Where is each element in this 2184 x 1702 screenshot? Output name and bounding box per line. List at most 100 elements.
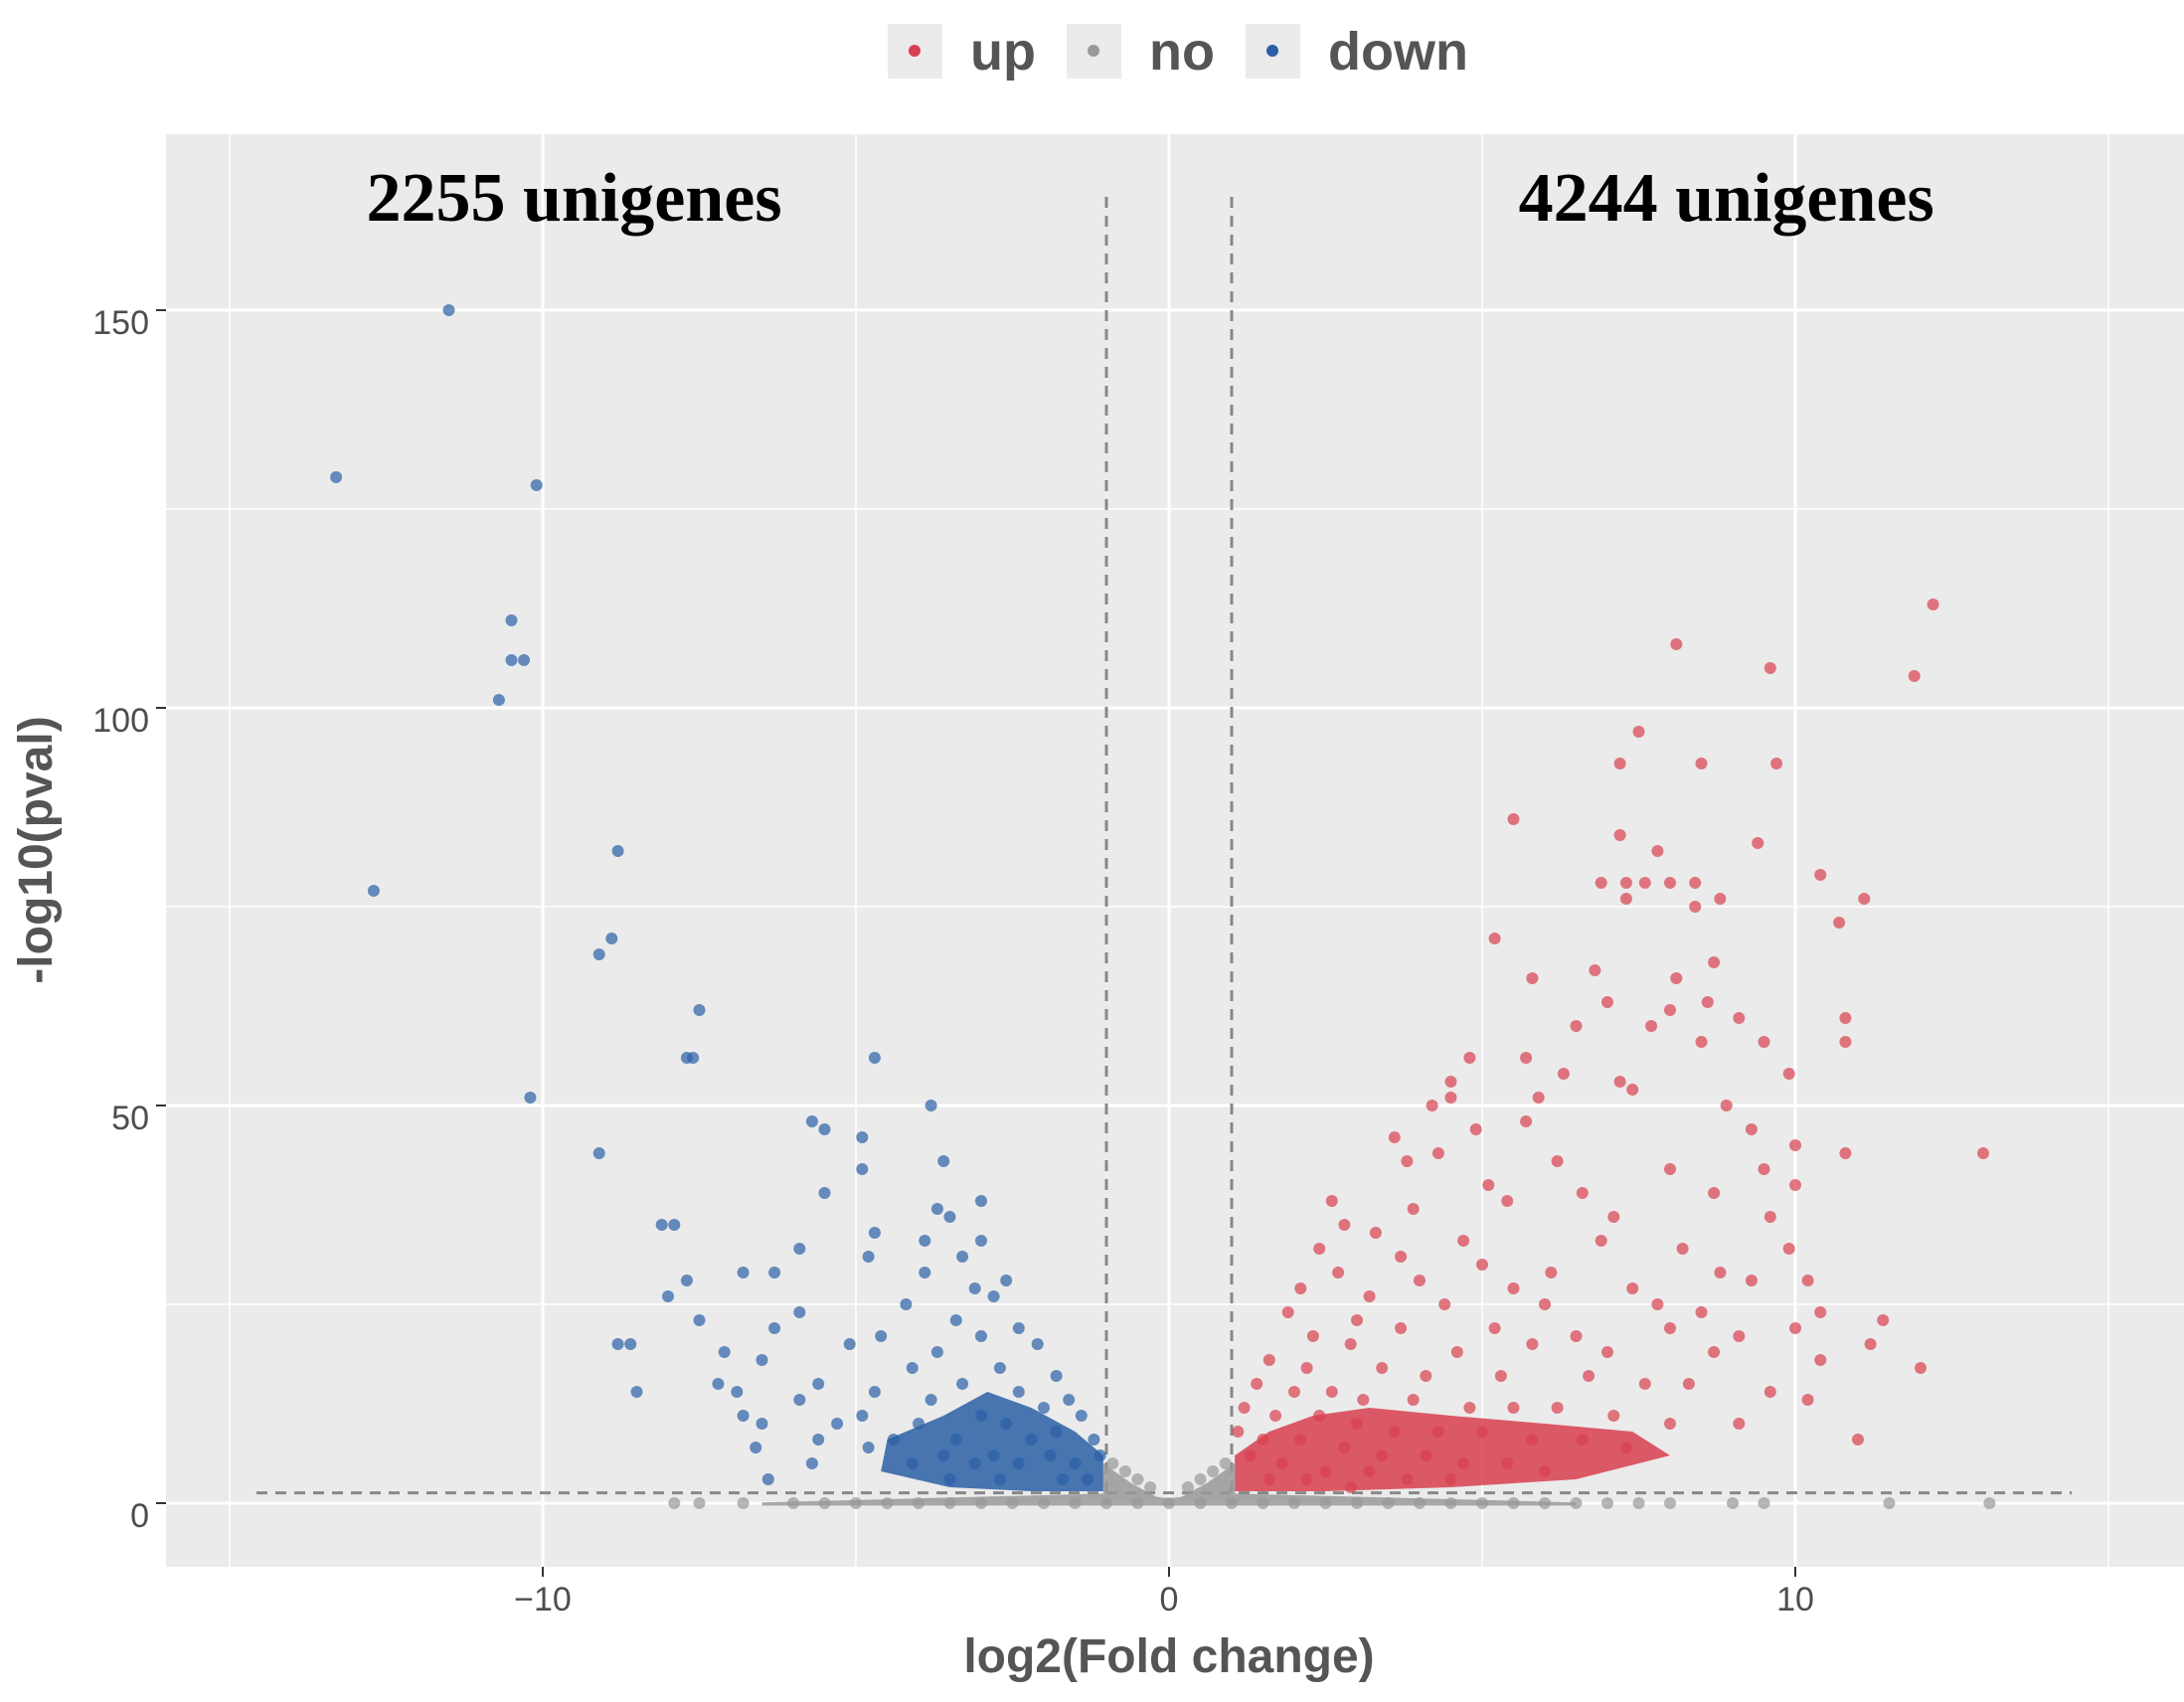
point-down xyxy=(843,1338,856,1350)
point-down xyxy=(662,1290,674,1302)
point-up xyxy=(1626,1282,1639,1294)
point-up xyxy=(1463,1052,1476,1064)
point-down xyxy=(862,1442,875,1453)
point-up xyxy=(1357,1394,1370,1406)
point-up xyxy=(1407,1394,1420,1406)
point-no xyxy=(1414,1497,1426,1509)
data-points xyxy=(330,304,1996,1509)
point-down xyxy=(868,1227,881,1239)
point-up xyxy=(1388,1426,1401,1438)
point-up xyxy=(1576,1187,1589,1199)
point-up xyxy=(1613,758,1626,769)
point-up xyxy=(1482,1179,1495,1191)
point-up xyxy=(1733,1418,1746,1430)
point-up xyxy=(1814,1306,1827,1318)
point-up xyxy=(1695,1306,1708,1318)
point-up xyxy=(1557,1068,1570,1080)
x-tick-label: 0 xyxy=(1160,1581,1179,1618)
point-up xyxy=(1613,829,1626,841)
point-down xyxy=(812,1434,825,1446)
point-up xyxy=(1526,972,1539,984)
point-no xyxy=(1118,1465,1131,1477)
point-up xyxy=(1708,956,1721,968)
point-up xyxy=(1426,1100,1438,1111)
point-down xyxy=(693,1314,706,1326)
point-down xyxy=(856,1131,869,1143)
y-tick-label: 150 xyxy=(92,304,149,342)
point-down xyxy=(987,1449,1000,1461)
point-up xyxy=(1238,1402,1251,1414)
point-up xyxy=(1764,1211,1776,1223)
point-no xyxy=(1382,1497,1395,1509)
point-up xyxy=(1814,1354,1827,1366)
point-up xyxy=(1745,1123,1758,1135)
point-no xyxy=(787,1497,799,1509)
point-no xyxy=(1883,1497,1896,1509)
point-up xyxy=(1758,1163,1770,1175)
point-down xyxy=(624,1338,637,1350)
point-no xyxy=(1727,1497,1739,1509)
point-up xyxy=(1363,1465,1376,1477)
point-up xyxy=(1877,1314,1890,1326)
point-down xyxy=(793,1394,806,1406)
point-down xyxy=(900,1298,913,1310)
point-up xyxy=(1313,1243,1326,1255)
point-down xyxy=(975,1235,987,1247)
point-up xyxy=(1670,972,1683,984)
plot-panel xyxy=(166,134,2184,1567)
point-up xyxy=(1839,1147,1852,1159)
annotation-down-count: 2255 unigenes xyxy=(366,160,781,237)
point-up xyxy=(1325,1195,1338,1207)
point-up xyxy=(1325,1386,1338,1398)
point-no xyxy=(1219,1457,1232,1469)
x-tick-label: −10 xyxy=(514,1581,572,1618)
point-up xyxy=(1858,893,1871,905)
point-down xyxy=(1025,1434,1038,1446)
legend-label-down: down xyxy=(1328,22,1468,82)
point-up xyxy=(1645,1020,1658,1032)
point-down xyxy=(524,1092,537,1104)
point-down xyxy=(975,1330,987,1342)
point-up xyxy=(1814,869,1827,881)
point-down xyxy=(943,1211,956,1223)
point-no xyxy=(1601,1497,1613,1509)
point-down xyxy=(906,1362,919,1374)
point-down xyxy=(793,1306,806,1318)
point-up xyxy=(1664,1163,1676,1175)
point-up xyxy=(1431,1426,1444,1438)
point-up xyxy=(1300,1362,1313,1374)
point-up xyxy=(1351,1314,1363,1326)
point-down xyxy=(956,1378,969,1390)
point-no xyxy=(1539,1497,1551,1509)
point-up xyxy=(1431,1147,1444,1159)
point-no xyxy=(1069,1497,1082,1509)
point-down xyxy=(505,654,518,666)
point-up xyxy=(1708,1346,1721,1358)
point-down xyxy=(937,1155,950,1167)
point-up xyxy=(1595,1235,1607,1247)
point-down xyxy=(630,1386,643,1398)
point-down xyxy=(750,1442,762,1453)
point-up xyxy=(1595,877,1607,889)
point-no xyxy=(1664,1497,1676,1509)
point-down xyxy=(868,1386,881,1398)
point-down xyxy=(937,1449,950,1461)
point-up xyxy=(1262,1354,1275,1366)
point-down xyxy=(737,1410,750,1422)
point-up xyxy=(1338,1442,1351,1453)
point-no xyxy=(1131,1473,1144,1485)
point-down xyxy=(968,1457,981,1469)
point-up xyxy=(1733,1012,1746,1024)
point-no xyxy=(1444,1497,1457,1509)
point-no xyxy=(1106,1457,1119,1469)
point-down xyxy=(987,1290,1000,1302)
point-no xyxy=(1288,1497,1300,1509)
point-down xyxy=(693,1004,706,1016)
point-no xyxy=(1144,1481,1157,1493)
point-up xyxy=(1664,1418,1676,1430)
point-up xyxy=(1476,1426,1488,1438)
point-up xyxy=(1789,1322,1801,1334)
point-down xyxy=(1038,1402,1050,1414)
point-down xyxy=(818,1187,831,1199)
y-axis-title: -log10(pval) xyxy=(10,716,63,983)
